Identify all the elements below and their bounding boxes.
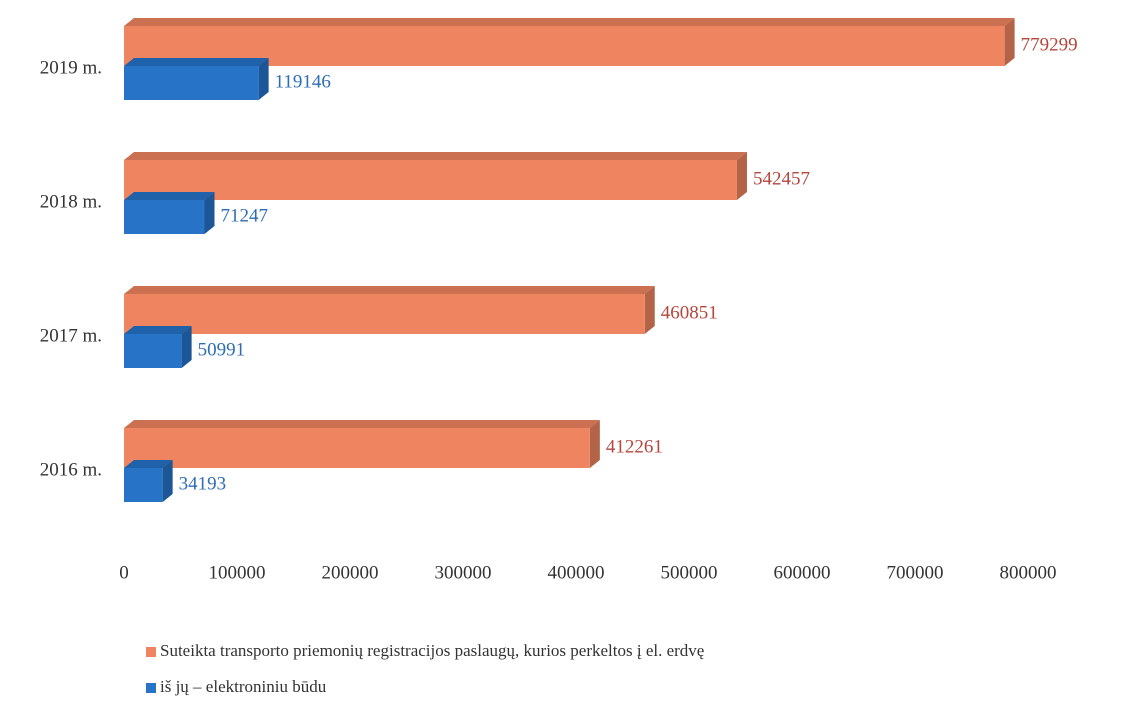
value-label: 71247	[221, 205, 268, 226]
bar-front	[124, 160, 737, 200]
bar-top	[124, 192, 215, 200]
bar-front	[124, 200, 205, 234]
value-label: 779299	[1021, 34, 1078, 55]
x-tick-label: 800000	[1000, 562, 1057, 583]
bar	[124, 58, 269, 100]
bar	[124, 286, 655, 334]
legend-label: iš jų – elektroniniu būdu	[160, 677, 327, 696]
bar	[124, 460, 173, 502]
bar-side	[258, 58, 269, 100]
bar	[124, 326, 192, 368]
bar-side	[589, 420, 600, 468]
x-tick-label: 600000	[774, 562, 831, 583]
bar-front	[124, 294, 645, 334]
bar-side	[736, 152, 747, 200]
value-label: 119146	[275, 71, 331, 92]
x-tick-label: 300000	[435, 562, 492, 583]
value-label: 412261	[606, 436, 663, 457]
bar-top	[124, 152, 747, 160]
bar-front	[124, 26, 1005, 66]
bar-side	[181, 326, 192, 368]
legend-swatch	[146, 647, 156, 657]
bar-front	[124, 334, 182, 368]
bar-front	[124, 66, 259, 100]
bar-side	[1004, 18, 1015, 66]
value-label: 460851	[661, 302, 718, 323]
bar-top	[124, 420, 600, 428]
x-tick-label: 700000	[887, 562, 944, 583]
value-label: 34193	[179, 473, 227, 494]
bar-side	[162, 460, 173, 502]
x-tick-label: 200000	[322, 562, 379, 583]
bar-side	[644, 286, 655, 334]
category-label: 2018 m.	[40, 191, 102, 212]
category-label: 2016 m.	[40, 459, 102, 480]
bar	[124, 420, 600, 468]
bar-top	[124, 460, 173, 468]
bar-top	[124, 286, 655, 294]
bar-side	[204, 192, 215, 234]
x-tick-label: 500000	[661, 562, 718, 583]
x-tick-label: 400000	[548, 562, 605, 583]
value-label: 542457	[753, 168, 810, 189]
bar	[124, 192, 215, 234]
bar-top	[124, 326, 192, 334]
bar	[124, 18, 1015, 66]
bar-front	[124, 428, 590, 468]
bar-top	[124, 58, 269, 66]
bar-top	[124, 18, 1015, 26]
x-tick-label: 0	[119, 562, 129, 583]
value-label: 50991	[198, 339, 246, 360]
bar-front	[124, 468, 163, 502]
legend-swatch	[146, 683, 156, 693]
legend-label: Suteikta transporto priemonių registraci…	[160, 641, 704, 660]
category-label: 2017 m.	[40, 325, 102, 346]
category-label: 2019 m.	[40, 57, 102, 78]
x-tick-label: 100000	[209, 562, 266, 583]
bar	[124, 152, 747, 200]
